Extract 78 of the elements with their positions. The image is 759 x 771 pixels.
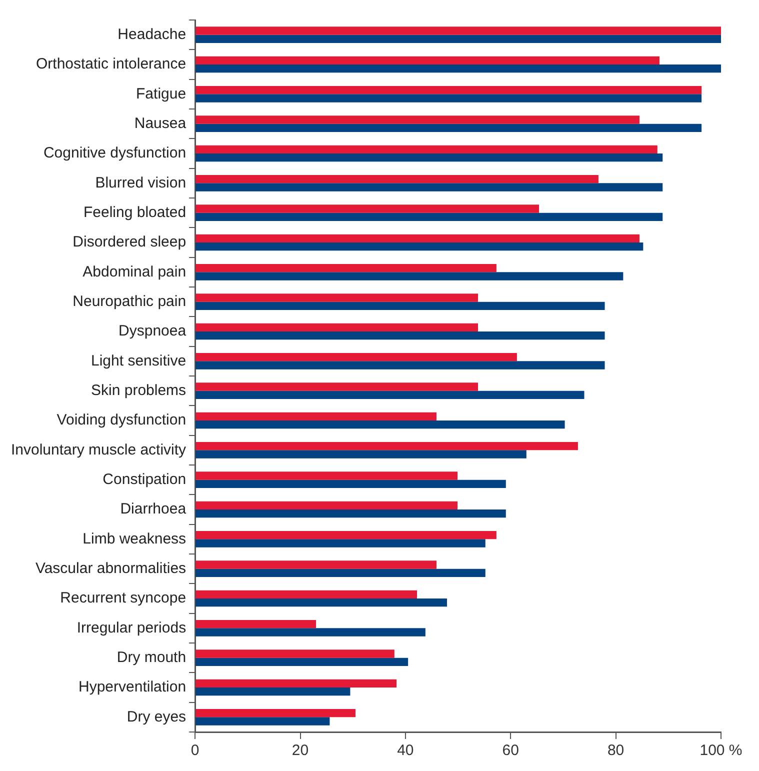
bar [196, 154, 663, 162]
bar [196, 472, 458, 480]
bar [196, 412, 436, 420]
x-tick-label: 40 [397, 742, 414, 760]
bar [196, 560, 436, 569]
y-tick-label: Feeling bloated [83, 204, 186, 221]
y-tick-label: Hyperventilation [78, 678, 186, 696]
bar [196, 420, 565, 429]
bar [196, 361, 605, 370]
y-tick-label: Constipation [102, 470, 186, 488]
bar [196, 628, 426, 636]
bar [196, 717, 330, 726]
x-tick-label: 0 [190, 742, 200, 760]
x-tick-label: 100 % [700, 742, 742, 760]
y-tick-label: Recurrent syncope [60, 590, 186, 607]
bar [196, 34, 721, 43]
bar [196, 94, 702, 102]
bar [196, 272, 624, 280]
bar [196, 183, 663, 192]
bar [196, 175, 598, 184]
bar [196, 124, 702, 132]
y-tick-label: Headache [118, 26, 186, 43]
bar [196, 709, 356, 718]
x-tick-label: 20 [292, 742, 309, 760]
bar [196, 204, 540, 213]
y-tick-label: Nausea [134, 114, 187, 132]
bar [196, 450, 526, 458]
bar [196, 679, 396, 688]
y-tick-label: Blurred vision [95, 174, 186, 192]
y-tick-label: Diarrhoea [120, 500, 187, 518]
y-tick-label: Dry mouth [116, 648, 186, 666]
bar [196, 501, 458, 510]
y-tick-label: Light sensitive [91, 352, 186, 370]
bar [196, 332, 605, 340]
y-tick-label: Disordered sleep [72, 234, 186, 251]
bar [196, 688, 350, 696]
bar [196, 26, 721, 35]
bar [196, 234, 640, 242]
y-tick-label: Involuntary muscle activity [10, 441, 187, 458]
y-tick-label: Skin problems [91, 382, 186, 399]
bar [196, 323, 478, 332]
bar [196, 242, 644, 251]
bar [196, 539, 486, 548]
bar [196, 56, 660, 64]
bar [196, 650, 394, 658]
bar [196, 510, 506, 518]
bar [196, 442, 578, 450]
x-tick-label: 80 [607, 742, 624, 760]
bar [196, 64, 721, 73]
y-tick-label: Vascular abnormalities [35, 560, 186, 577]
bar [196, 264, 496, 272]
bar [196, 382, 478, 391]
bar [196, 116, 640, 124]
y-tick-label: Dyspnoea [118, 322, 187, 340]
x-tick-label: 60 [502, 742, 519, 760]
bar [196, 86, 702, 94]
bar [196, 302, 605, 310]
bar [196, 568, 486, 577]
y-tick-label: Orthostatic intolerance [36, 56, 186, 73]
bar [196, 212, 663, 221]
bar [196, 658, 408, 666]
y-tick-label: Neuropathic pain [72, 292, 186, 310]
bar [196, 390, 584, 399]
bar [196, 145, 658, 154]
bar [196, 531, 496, 540]
y-tick-label: Dry eyes [126, 708, 186, 726]
y-tick-label: Abdominal pain [82, 263, 186, 280]
bar [196, 480, 506, 488]
bar [196, 353, 517, 362]
y-tick-label: Fatigue [136, 85, 186, 102]
bar [196, 294, 478, 302]
bar [196, 590, 418, 598]
bar [196, 598, 447, 607]
y-tick-label: Voiding dysfunction [56, 412, 186, 429]
y-tick-label: Cognitive dysfunction [43, 144, 186, 162]
bar [196, 620, 316, 628]
y-tick-label: Limb weakness [82, 530, 186, 548]
y-tick-label: Irregular periods [76, 619, 186, 636]
